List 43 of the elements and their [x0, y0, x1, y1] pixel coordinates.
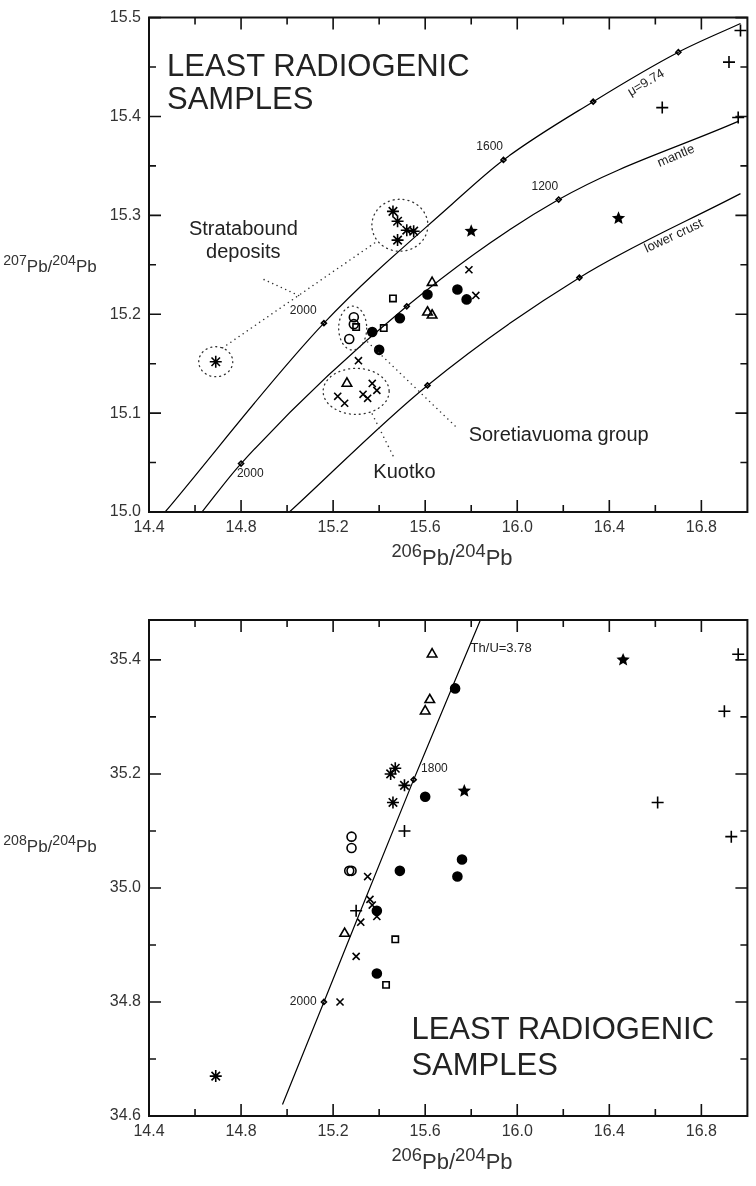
- y-tick-label: 15.5: [109, 8, 142, 26]
- text: LEAST RADIOGENIC SAMPLES: [167, 47, 470, 116]
- x-axis-title: $^{206}$Pb/$^{204}$Pb: [390, 1144, 514, 1176]
- annotation: Kuotko: [373, 459, 436, 482]
- x-tick-label: 15.2: [317, 1122, 349, 1140]
- x-tick-label: 15.6: [409, 518, 441, 536]
- x-tick-label: 16.8: [685, 1122, 718, 1140]
- annotation: 2000: [289, 994, 317, 1009]
- annotation: lower crust: [641, 215, 706, 256]
- annotation: 2000: [236, 465, 264, 480]
- y-tick-label: 35.2: [109, 764, 142, 782]
- y-tick-label: 35.4: [109, 650, 142, 668]
- x-tick-label: 16.8: [685, 518, 718, 536]
- annotation: 1800: [421, 760, 449, 775]
- annotation: 1200: [531, 179, 559, 193]
- annotation: mantle: [654, 140, 697, 170]
- annotation: Soretiavuoma group: [468, 423, 649, 446]
- y-tick-label: 15.3: [109, 205, 142, 223]
- x-tick-label: 16.4: [593, 518, 625, 536]
- x-tick-label: 14.4: [133, 518, 165, 536]
- x-tick-label: 14.8: [225, 518, 257, 536]
- annotation: Stratabound deposits: [188, 217, 298, 263]
- x-tick-label: 14.8: [225, 1122, 257, 1140]
- x-tick-label: 15.2: [317, 518, 349, 536]
- y-tick-label: 15.2: [109, 304, 142, 322]
- y-tick-label: 35.0: [109, 878, 142, 896]
- annotation: 2000: [289, 302, 317, 317]
- x-tick-label: 14.4: [133, 1122, 165, 1140]
- text: LEAST RADIOGENIC SAMPLES: [411, 1011, 715, 1082]
- y-axis-title: $^{208}$Pb/$^{204}$Pb: [2, 832, 98, 857]
- x-tick-label: 16.4: [593, 1122, 625, 1140]
- x-tick-label: 15.6: [409, 1122, 441, 1140]
- y-tick-label: 15.0: [109, 502, 142, 520]
- x-axis-title: $^{206}$Pb/$^{204}$Pb: [390, 540, 514, 572]
- y-tick-label: 15.4: [109, 106, 142, 124]
- y-tick-label: 34.6: [109, 1106, 142, 1124]
- y-tick-label: 15.1: [109, 403, 142, 421]
- y-tick-label: 34.8: [109, 992, 142, 1010]
- y-axis-title: $^{207}$Pb/$^{204}$Pb: [2, 252, 98, 277]
- x-tick-label: 16.0: [501, 1122, 533, 1140]
- x-tick-label: 16.0: [501, 518, 533, 536]
- annotation: Th/U=3.78: [470, 640, 532, 656]
- annotation: 1600: [476, 139, 504, 154]
